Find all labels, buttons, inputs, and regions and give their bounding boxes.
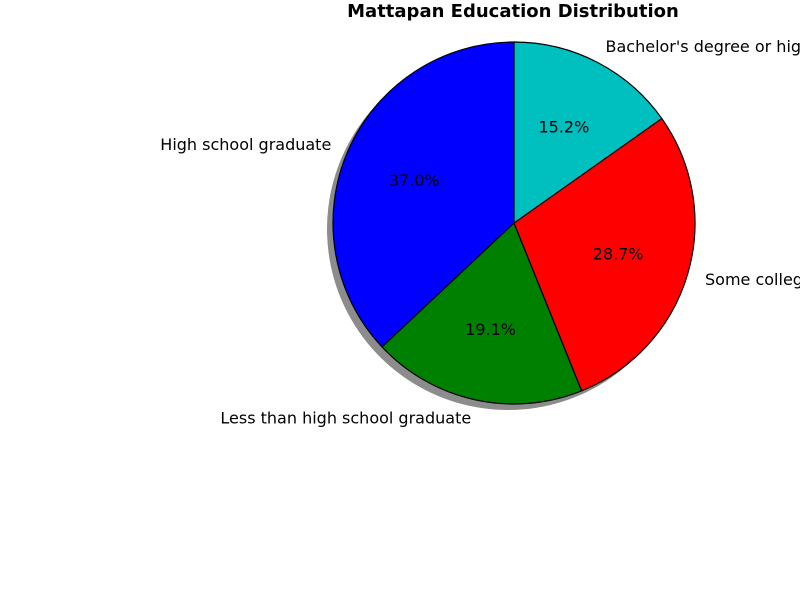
category-label-some-college: Some college xyxy=(705,270,800,289)
chart-title: Mattapan Education Distribution xyxy=(347,1,679,22)
category-label-less-than-high-school-graduate: Less than high school graduate xyxy=(220,408,471,427)
pie-percent-labels: 37.0% 19.1% 28.7% 15.2% xyxy=(389,118,644,340)
percent-label-bachelor-s-degree-or-higher: 15.2% xyxy=(538,118,589,137)
slice-some-college xyxy=(513,117,696,392)
percent-label-less-than-high-school-graduate: 19.1% xyxy=(465,320,516,339)
pie-category-labels: High school graduate Less than high schoo… xyxy=(160,37,800,427)
category-label-bachelor-s-degree-or-higher: Bachelor's degree or higher xyxy=(606,37,800,56)
pie-slice-layer xyxy=(332,41,696,405)
category-label-high-school-graduate: High school graduate xyxy=(160,135,331,154)
percent-label-some-college: 28.7% xyxy=(593,245,644,264)
slice-bachelor-s-degree-or-higher xyxy=(513,41,663,224)
percent-label-high-school-graduate: 37.0% xyxy=(389,171,440,190)
slice-high-school-graduate xyxy=(332,41,515,348)
